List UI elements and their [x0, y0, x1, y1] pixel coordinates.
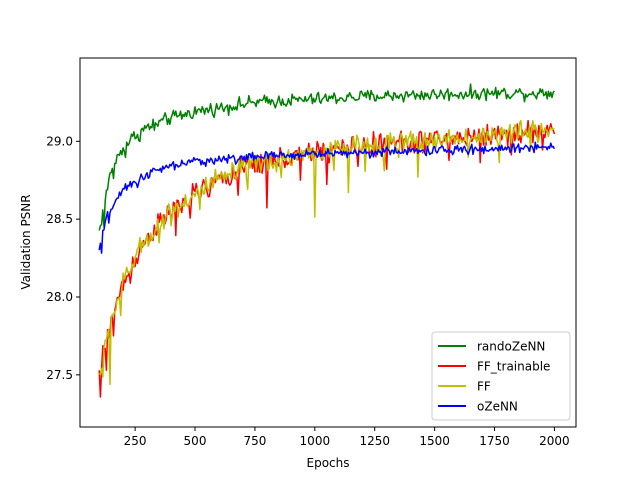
x-tick-label: 1500 [419, 434, 450, 448]
legend-label: FF_trainable [477, 360, 550, 374]
series-line-randozenn [98, 83, 555, 231]
y-tick-label: 28.0 [46, 290, 73, 304]
legend: randoZeNN FF_trainable FF oZeNN [431, 331, 571, 421]
x-tick-label: 1250 [359, 434, 390, 448]
series-layer [98, 83, 556, 398]
series-line-ff-trainable [98, 119, 556, 398]
x-tick-label: 750 [243, 434, 266, 448]
y-axis-ticks: 27.5 28.0 28.5 29.0 [46, 134, 80, 382]
x-tick-label: 2000 [539, 434, 570, 448]
x-tick-label: 250 [124, 434, 147, 448]
y-tick-label: 28.5 [46, 212, 73, 226]
x-axis-ticks: 250 500 750 1000 1250 1500 1750 2000 [124, 427, 570, 448]
series-line-ozenn [98, 141, 556, 254]
x-tick-label: 1000 [300, 434, 331, 448]
x-tick-label: 1750 [479, 434, 510, 448]
legend-label: FF [477, 380, 491, 394]
y-tick-label: 29.0 [46, 134, 73, 148]
legend-label: oZeNN [477, 400, 518, 414]
legend-label: randoZeNN [477, 340, 545, 354]
x-tick-label: 500 [184, 434, 207, 448]
y-tick-label: 27.5 [46, 368, 73, 382]
series-line-ff [99, 119, 555, 386]
plot-frame [79, 57, 577, 428]
x-axis-label: Epochs [307, 456, 350, 470]
y-axis-label: Validation PSNR [19, 194, 33, 289]
legend-frame [431, 331, 571, 421]
